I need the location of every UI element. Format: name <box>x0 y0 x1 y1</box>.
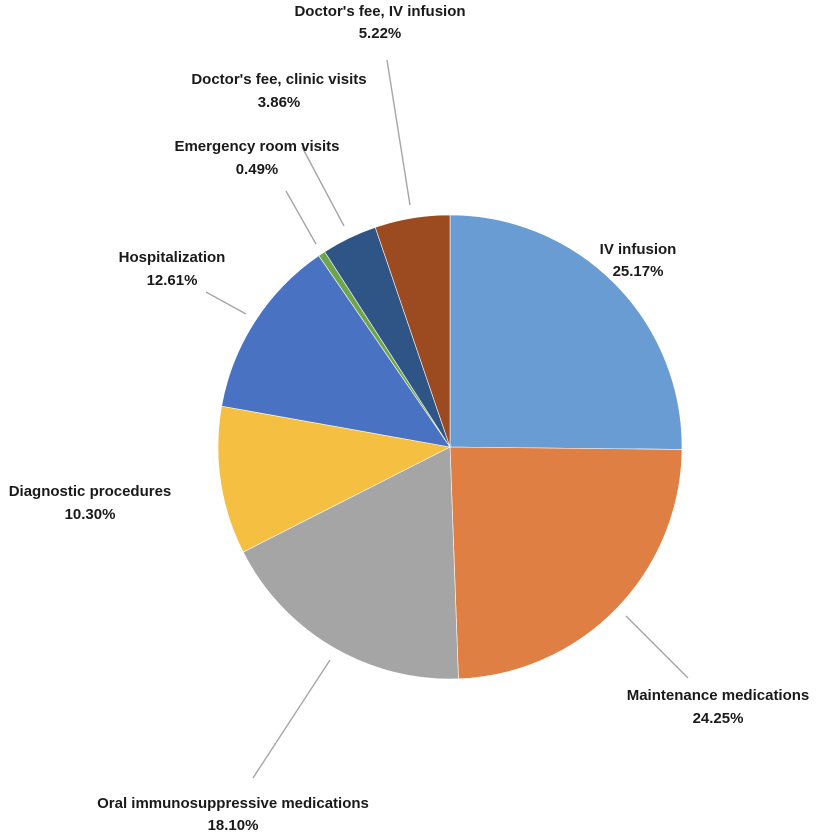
slice-value-label-oral-immunosuppressive-medications: 18.10% <box>208 817 259 834</box>
slice-name-label-emergency-room-visits: Emergency room visits <box>174 138 339 155</box>
slice-value-label-maintenance-medications: 24.25% <box>693 710 744 727</box>
leader-line-oral-immunosuppressive-medications <box>252 659 331 779</box>
leader-line-doctor-s-fee-iv-infusion <box>386 59 411 206</box>
leader-line-doctor-s-fee-clinic-visits <box>301 146 345 227</box>
slice-value-label-diagnostic-procedures: 10.30% <box>65 506 116 523</box>
leader-line-maintenance-medications <box>625 615 689 679</box>
slice-value-label-emergency-room-visits: 0.49% <box>236 161 279 178</box>
slice-name-label-diagnostic-procedures: Diagnostic procedures <box>9 483 172 500</box>
slice-name-label-doctor-s-fee-iv-infusion: Doctor's fee, IV infusion <box>294 3 465 20</box>
slice-name-label-oral-immunosuppressive-medications: Oral immunosuppressive medications <box>97 795 369 812</box>
slice-name-label-maintenance-medications: Maintenance medications <box>627 687 810 704</box>
leader-line-hospitalization <box>205 291 247 315</box>
slice-name-label-iv-infusion: IV infusion <box>600 241 677 258</box>
slice-value-label-iv-infusion: 25.17% <box>613 263 664 280</box>
pie-slice-diagnostic-procedures <box>217 405 451 553</box>
pie-slice-doctor-s-fee-iv-infusion <box>374 214 451 448</box>
pie-slice-hospitalization <box>221 255 451 448</box>
slice-name-label-hospitalization: Hospitalization <box>119 249 226 266</box>
leader-line-emergency-room-visits <box>285 190 317 245</box>
pie-slice-oral-immunosuppressive-medications <box>242 446 459 680</box>
labels-layer: IV infusion 25.17% Maintenance medications… <box>9 3 810 834</box>
leader-lines-layer <box>205 59 689 779</box>
slice-value-label-doctor-s-fee-iv-infusion: 5.22% <box>359 25 402 42</box>
pie-slice-maintenance-medications <box>449 446 683 680</box>
slices-layer <box>217 214 683 680</box>
pie-slice-iv-infusion <box>449 214 683 450</box>
slice-value-label-doctor-s-fee-clinic-visits: 3.86% <box>258 94 301 111</box>
slice-name-label-doctor-s-fee-clinic-visits: Doctor's fee, clinic visits <box>191 71 366 88</box>
slice-value-label-hospitalization: 12.61% <box>147 272 198 289</box>
